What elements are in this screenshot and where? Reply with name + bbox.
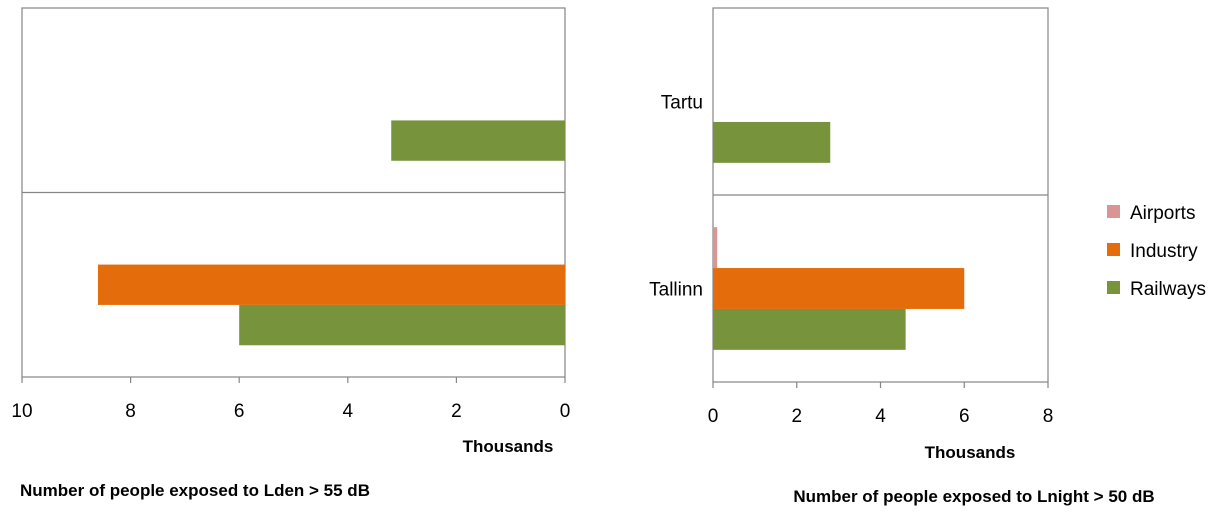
bar-industry-tallinn: [713, 268, 965, 309]
legend-swatch-airports: [1107, 205, 1120, 218]
chart-title: Number of people exposed to Lden > 55 dB: [20, 481, 370, 500]
bar-railways-cat0: [391, 120, 565, 161]
category-label: Tallinn: [649, 280, 703, 301]
x-tick-label: 8: [1043, 406, 1054, 427]
x-tick-label: 10: [11, 401, 32, 422]
x-tick-label: 6: [234, 401, 245, 422]
x-tick-label: 8: [125, 401, 136, 422]
legend-label-airports: Airports: [1130, 203, 1195, 224]
legend-swatch-railways: [1107, 281, 1120, 294]
x-axis-unit-label: Thousands: [463, 437, 554, 456]
right-chart: Tartu Tallinn 0 2 4 6 8 Thousands Number of peop…: [649, 7, 1155, 506]
legend: Airports Industry Railways: [1107, 203, 1206, 300]
x-axis-unit-label: Thousands: [925, 443, 1016, 462]
bar-airports-tallinn: [713, 227, 718, 269]
bar-industry-cat1: [98, 264, 566, 305]
chart-title: Number of people exposed to Lnight > 50 …: [793, 487, 1154, 506]
legend-swatch-industry: [1107, 243, 1120, 256]
x-tick-label: 2: [451, 401, 462, 422]
category-label: Tartu: [661, 93, 703, 114]
x-tick-label: 2: [791, 406, 802, 427]
x-tick-label: 4: [343, 401, 354, 422]
x-tick-label: 6: [959, 406, 970, 427]
x-tick-label: 4: [875, 406, 886, 427]
bar-railways-tartu: [713, 121, 831, 163]
left-chart: 10 8 6 4 2 0 Thousands Number of people exposed…: [11, 7, 571, 500]
x-tick-label: 0: [708, 406, 719, 427]
bar-railways-cat1: [239, 304, 565, 346]
legend-label-railways: Railways: [1130, 279, 1206, 300]
bar-railways-tallinn: [713, 308, 906, 350]
x-tick-label: 0: [560, 401, 571, 422]
legend-label-industry: Industry: [1130, 241, 1198, 262]
